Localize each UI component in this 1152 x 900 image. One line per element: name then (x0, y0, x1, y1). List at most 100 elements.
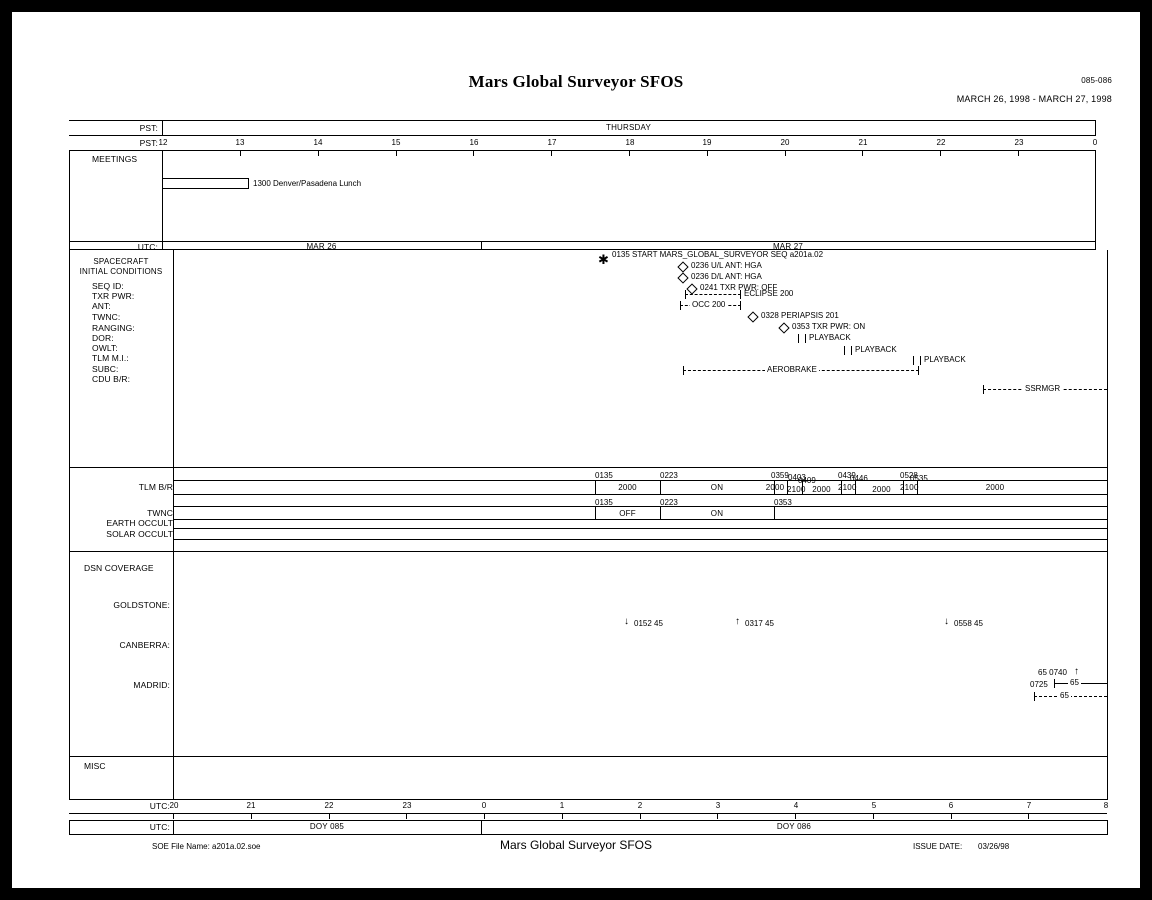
tlm-br-time: 0528 (900, 471, 918, 480)
earth-occult-rule (173, 528, 1107, 529)
madrid-pass-span: 65 (1054, 678, 1107, 688)
utc-axis-rule (69, 813, 1107, 814)
tlm-br-time: 0403 (788, 473, 806, 482)
twnc-divider (774, 506, 775, 519)
pst-tick (551, 150, 552, 156)
twnc-value: ON (710, 509, 724, 518)
pst-tick (473, 150, 474, 156)
twnc-divider (660, 506, 661, 519)
tlm-br-value: ON (710, 483, 724, 492)
event-label: 0328 PERIAPSIS 201 (761, 311, 839, 320)
pst-tick (862, 150, 863, 156)
spacecraft-field-owlt: OWLT: (92, 343, 118, 353)
diamond-marker-icon (677, 261, 689, 273)
pst-tick-label: 0 (1092, 138, 1098, 147)
dsn-pass-label: 0152 45 (634, 619, 663, 628)
tlm-br-divider (903, 480, 904, 494)
utc-tick-label: 21 (246, 801, 256, 810)
dsn-pass-antenna: 65 (1058, 691, 1071, 700)
pst-tick-label: 15 (391, 138, 401, 147)
dsn-station-goldstone: GOLDSTONE: (113, 600, 170, 610)
tlm-section-bottom-rule (69, 551, 1107, 552)
misc-label-divider (173, 756, 174, 800)
solar-occult-label: SOLAR OCCULT (106, 529, 173, 539)
spacecraft-label-divider (173, 250, 174, 468)
utc-tick-label: 20 (169, 801, 179, 810)
tlm-br-divider (841, 480, 842, 494)
tlm-br-label: TLM B/R (138, 482, 173, 492)
pst-band-left-divider (162, 120, 163, 136)
playback-label: PLAYBACK (855, 345, 897, 354)
sequence-start-icon: ✱ (598, 252, 609, 267)
spacecraft-field-dor: DOR: (92, 333, 114, 343)
utc-tick (484, 813, 485, 819)
dsn-pass-label: 0725 (1030, 680, 1048, 689)
pst-tick (318, 150, 319, 156)
playback-cap-right (920, 356, 921, 365)
twnc-bottom-rule (173, 519, 1107, 520)
eclipse-span (685, 290, 741, 299)
aerobrake-span: AEROBRAKE (683, 365, 919, 375)
utc-tick (251, 813, 252, 819)
utc-date-right: MAR 27 (772, 242, 804, 251)
arrow-down-icon: ↓ (944, 616, 949, 627)
playback-label: PLAYBACK (809, 333, 851, 342)
span-dash (685, 294, 741, 295)
misc-bottom-rule (69, 799, 1107, 800)
pst-tick (629, 150, 630, 156)
arrow-up-icon: ↑ (1074, 666, 1079, 677)
tlm-br-time: 0359 (771, 471, 789, 480)
utc-axis-label: UTC: (149, 801, 170, 811)
tlm-br-divider (802, 480, 803, 494)
utc-tick-label: 0 (481, 801, 487, 810)
tlm-br-divider (660, 480, 661, 494)
doy-band-right-edge (1107, 820, 1108, 835)
utc-tick (795, 813, 796, 819)
spacecraft-field-seq-id: SEQ ID: (92, 281, 124, 291)
playback-cap-left (913, 356, 914, 365)
spacecraft-field-cdu-br: CDU B/R: (92, 374, 131, 384)
pst-tick-label: 21 (858, 138, 868, 147)
twnc-time: 0135 (595, 498, 613, 507)
aerobrake-span-label: AEROBRAKE (765, 365, 819, 374)
utc-tick (717, 813, 718, 819)
pst-tick-label: 19 (702, 138, 712, 147)
issue-date-label: ISSUE DATE: (913, 842, 963, 851)
doy-band-left-edge (69, 820, 70, 835)
utc-tick (562, 813, 563, 819)
spacecraft-field-tlm-mi: TLM M.I.: (92, 353, 129, 363)
spacecraft-bottom-rule (69, 467, 1107, 468)
spacecraft-field-subc: SUBC: (92, 364, 119, 374)
doy-band-bottom-rule (69, 834, 1107, 835)
dsn-coverage-title: DSN COVERAGE (84, 563, 154, 573)
pst-tick-label: 16 (469, 138, 479, 147)
tlm-section-right-edge (1107, 467, 1108, 552)
utc-date-band-left-edge (69, 241, 70, 250)
spacecraft-title-line1: SPACECRAFT (93, 257, 149, 266)
doy-range-label: 085-086 (1081, 76, 1112, 85)
pst-tick-label: 18 (625, 138, 635, 147)
utc-tick (1028, 813, 1029, 819)
pst-tick (785, 150, 786, 156)
utc-tick-label: 22 (324, 801, 334, 810)
playback-cap-right (851, 346, 852, 355)
misc-right-edge (1107, 756, 1108, 800)
twnc-divider (595, 506, 596, 519)
sfos-page: Mars Global Surveyor SFOS 085-086 MARCH … (12, 12, 1140, 888)
utc-tick (951, 813, 952, 819)
tlm-br-value: 2100 (900, 483, 919, 492)
arrow-up-icon: ↑ (735, 616, 740, 627)
utc-tick-label: 4 (793, 801, 799, 810)
twnc-time: 0223 (660, 498, 678, 507)
tlm-br-time: 0446 (850, 474, 868, 483)
meeting-bar[interactable] (162, 178, 249, 189)
tlm-br-value: 2000 (618, 483, 637, 492)
tlm-br-time: 0409 (798, 476, 816, 485)
ssrmgr-span-label: SSRMGR (1023, 384, 1063, 393)
spacecraft-left-edge (69, 250, 70, 468)
dsn-pass-label: 65 0740 (1038, 668, 1067, 677)
meetings-bottom-rule (69, 241, 1096, 242)
span-cap-right (740, 290, 741, 299)
pst-tick (940, 150, 941, 156)
pst-tick (396, 150, 397, 156)
